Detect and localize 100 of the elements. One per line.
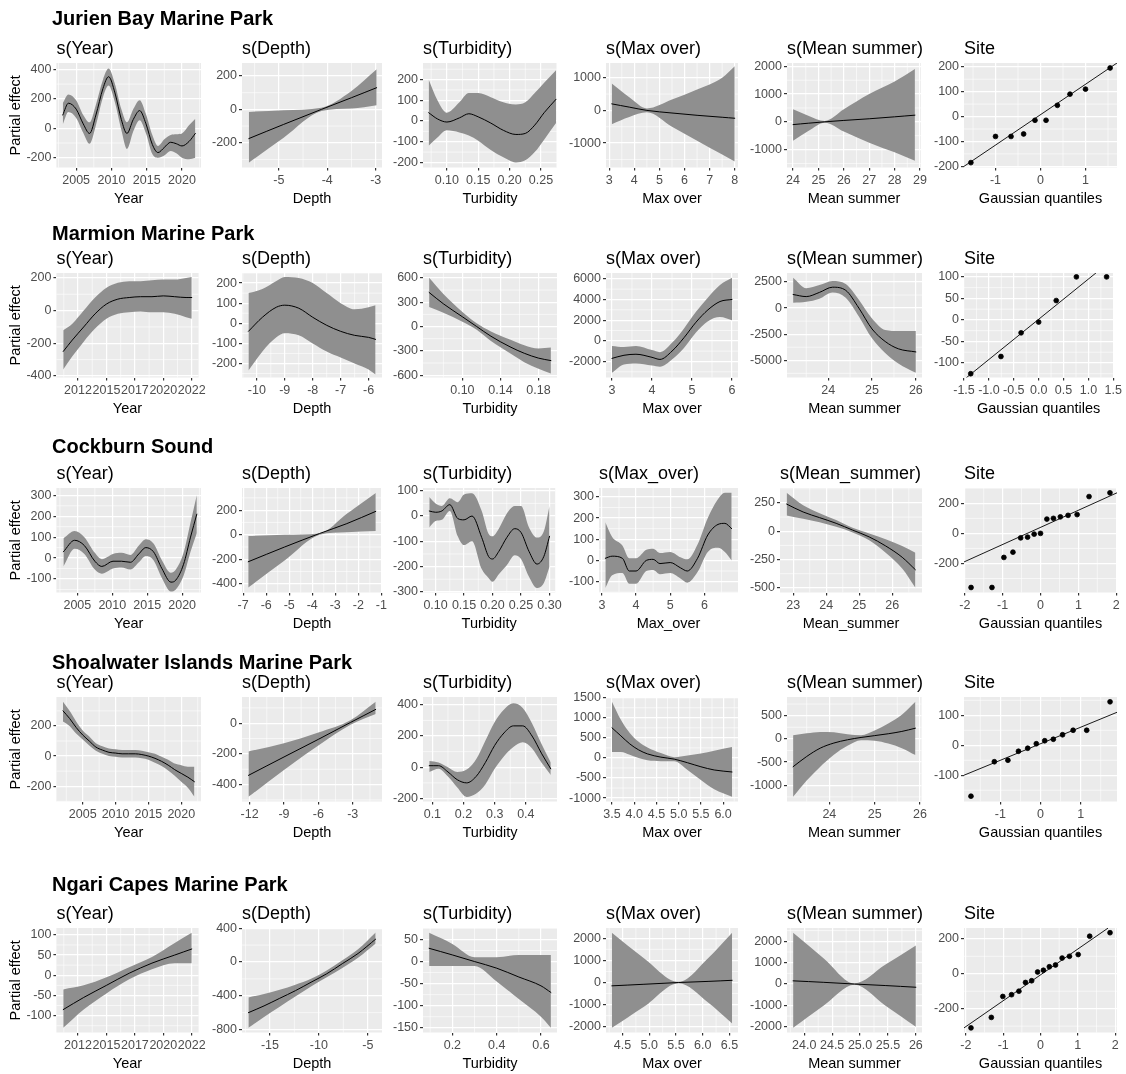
x-tick-label: 2005 [62,172,91,187]
x-tick-label: 1.5 [1104,382,1123,397]
chart-subtitle: s(Year) [56,671,114,692]
y-axis-title: Partial effect [6,940,23,1021]
x-tick-label: 4 [632,597,640,612]
y-tick-label: -500 [749,580,776,595]
chart-title: s(Max over) [605,671,701,692]
y-tick-label: 200 [30,508,52,523]
chart-title: s(Turbidity) [423,671,513,692]
x-tick-label: 6 [728,382,736,397]
chart-title: s(Max_over) [599,462,700,484]
y-tick-label: -400 [26,368,52,383]
x-tick-label: 29 [913,172,927,187]
x-tick-label: 0 [1037,597,1045,612]
y-tick-label: 100 [30,529,52,544]
y-tick-label: 100 [938,269,960,284]
x-tick-label: 1 [1074,597,1082,612]
y-tick-label: 0 [775,114,783,129]
y-tick-label: -400 [211,576,238,591]
chart-title: Jurien Bay Marine Park [52,6,274,30]
y-tick-label: 0 [768,523,776,538]
x-axis-title: Turbidity [462,1055,519,1072]
x-tick-label: 7 [706,172,714,187]
x-tick-label: 0.1 [423,806,442,821]
x-tick-label: -7 [237,597,249,612]
y-tick-label: -200 [211,355,238,370]
x-tick-label: 6 [681,172,689,187]
x-tick-label: 2015 [92,382,121,397]
y-tick-label: -1000 [568,790,601,805]
x-tick-label: 24 [822,806,837,821]
y-tick-label: -800 [211,1022,238,1037]
y-axis-title: Partial effect [6,75,23,156]
x-tick-label: -6 [312,806,324,821]
y-tick-label: -50 [33,987,52,1002]
y-tick-label: 2000 [573,312,602,327]
y-tick-label: 0 [775,976,783,991]
y-tick-label: 1500 [573,690,602,705]
x-tick-label: -0.5 [1003,382,1025,397]
x-tick-label: 0 [1037,172,1045,187]
x-tick-label: 3 [598,597,606,612]
y-tick-label: 400 [397,697,419,712]
chart-title: s(Depth) [242,37,312,58]
y-tick-label: -400 [211,988,238,1003]
x-tick-label: -1 [994,806,1006,821]
x-tick-label: -1 [997,1037,1009,1052]
x-tick-label: 5 [666,597,674,612]
y-tick-label: 100 [397,483,419,498]
y-tick-label: -5000 [749,352,782,367]
y-tick-label: -100 [568,574,595,589]
y-tick-label: 0 [952,312,960,327]
chart-title: Site [964,37,996,58]
chart-title: Site [964,462,996,483]
x-tick-label: 0.4 [517,806,535,821]
x-tick-label: 0.18 [526,382,551,397]
y-tick-label: 50 [945,290,960,305]
y-tick-label: -1000 [568,997,601,1012]
y-tick-label: -100 [392,134,419,149]
y-tick-label: 1000 [573,710,602,725]
x-tick-label: 5 [655,172,663,187]
x-tick-label: 25.5 [875,1037,901,1052]
y-tick-label: 2000 [573,930,602,945]
x-tick-label: 2022 [177,382,206,397]
x-tick-label: 5.0 [640,1037,658,1052]
x-tick-label: 23 [786,597,801,612]
x-tick-label: 2017 [120,382,149,397]
x-tick-label: 0.15 [451,597,477,612]
chart-title: s(Max over) [605,902,701,923]
x-tick-label: 25 [867,806,882,821]
x-tick-label: 3 [605,172,613,187]
y-tick-label: 1000 [754,86,783,101]
x-tick-label: -15 [260,1037,279,1052]
y-tick-label: -200 [392,154,419,169]
x-axis-title: Max over [642,400,702,417]
y-axis-title: Partial effect [6,500,23,581]
x-tick-label: 3.5 [603,806,621,821]
chart-title: s(Max over) [605,247,701,268]
x-tick-label: 0.4 [487,1037,506,1052]
x-tick-label: 2012 [64,382,92,397]
y-tick-label: 500 [761,708,783,723]
chart-title: s(Depth) [242,247,312,268]
x-tick-label: 6.0 [714,806,732,821]
x-axis-title: Mean summer [808,1055,901,1072]
x-tick-label: 4.5 [613,1037,632,1052]
x-axis-title: Gaussian quantiles [978,615,1103,632]
y-tick-label: 50 [404,931,419,946]
x-axis-title: Turbidity [462,824,519,841]
x-tick-label: 0.14 [488,382,513,397]
x-tick-label: 1 [1074,1037,1082,1052]
y-tick-label: -2000 [749,1019,782,1034]
x-tick-label: 25 [865,382,880,397]
x-axis-title: Mean summer [807,824,901,841]
y-tick-label: 0 [952,737,960,752]
x-tick-label: -6 [363,382,375,397]
x-tick-label: -10 [309,1037,328,1052]
x-tick-label: 0.0 [1029,382,1048,397]
x-tick-label: 26 [908,382,923,397]
x-tick-label: 2020 [168,172,196,187]
x-tick-label: 0.10 [423,597,448,612]
x-tick-label: 4 [630,172,638,187]
y-tick-label: 0 [44,967,52,982]
